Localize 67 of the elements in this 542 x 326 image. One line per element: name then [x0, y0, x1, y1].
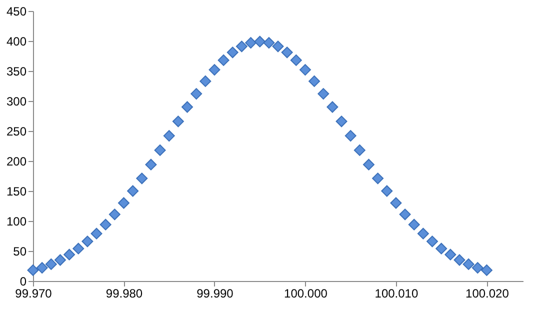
point [299, 64, 311, 76]
point [417, 228, 429, 240]
point [82, 236, 94, 248]
point [64, 248, 76, 260]
point [127, 185, 139, 197]
point [136, 172, 148, 184]
x-tick-label: 99.980 [106, 286, 143, 300]
x-tick-label: 99.990 [196, 286, 234, 300]
point [190, 88, 202, 100]
point [200, 75, 212, 87]
point [263, 37, 275, 49]
point [480, 264, 492, 276]
point [27, 264, 39, 276]
point [336, 116, 348, 128]
point [408, 218, 420, 230]
point [108, 208, 120, 220]
y-tick-label: 400 [6, 34, 27, 48]
point [100, 218, 112, 230]
point [226, 46, 238, 58]
point [90, 228, 102, 240]
point [381, 185, 393, 197]
y-tick-label: 300 [6, 94, 27, 108]
point [72, 242, 84, 254]
y-tick-label: 150 [6, 184, 27, 198]
y-tick-label: 250 [6, 124, 27, 138]
point [172, 116, 184, 128]
point [154, 144, 166, 156]
point [36, 262, 48, 274]
x-tick-label: 100.020 [466, 286, 510, 300]
point [354, 144, 366, 156]
point [218, 54, 230, 66]
point [436, 242, 448, 254]
point [372, 172, 384, 184]
y-tick-label: 50 [13, 244, 27, 258]
point [118, 197, 130, 209]
point [472, 262, 484, 274]
point [362, 158, 374, 170]
point [245, 37, 257, 49]
point [462, 258, 474, 270]
y-tick-label: 350 [6, 64, 27, 78]
point [281, 46, 293, 58]
point [45, 258, 57, 270]
x-tick-label: 99.970 [15, 286, 52, 300]
x-tick-label: 100.000 [284, 286, 328, 300]
x-tick-label: 100.010 [374, 286, 418, 300]
point [399, 208, 411, 220]
point [326, 101, 338, 113]
point [426, 236, 438, 248]
y-tick-label: 450 [6, 4, 27, 18]
point [318, 88, 330, 100]
y-tick-label: 100 [6, 214, 27, 228]
point [163, 130, 175, 142]
point [236, 40, 248, 52]
point [254, 36, 266, 48]
point [308, 75, 320, 87]
y-tick-label: 200 [6, 154, 27, 168]
point [208, 64, 220, 76]
point [344, 130, 356, 142]
point [290, 54, 302, 66]
point [454, 254, 466, 266]
point [145, 158, 157, 170]
point [54, 254, 66, 266]
point [272, 40, 284, 52]
point [182, 101, 194, 113]
point [390, 197, 402, 209]
y-tick-label: 0 [20, 274, 27, 288]
point [444, 248, 456, 260]
